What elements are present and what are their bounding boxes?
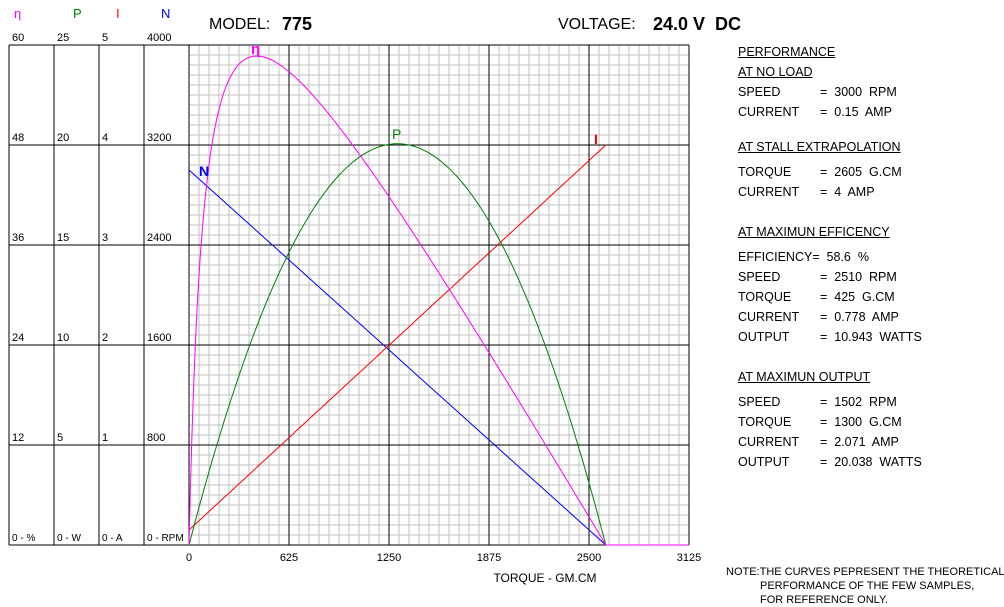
row-value: = 3000 RPM: [820, 85, 897, 99]
row-label: CURRENT: [738, 310, 800, 324]
max-eff-row: EFFICIENCY= 58.6 %: [738, 250, 869, 264]
model-label: MODEL:: [209, 16, 271, 33]
max-eff-row: OUTPUT = 10.943 WATTS: [738, 330, 922, 344]
axis-symbol: P: [73, 6, 82, 21]
no-load-heading: AT NO LOAD: [738, 65, 813, 79]
row-value: = 4 AMP: [820, 185, 875, 199]
axis-tick-label: 3: [102, 232, 108, 244]
stall-heading: AT STALL EXTRAPOLATION: [738, 140, 901, 154]
x-tick-label: 625: [280, 552, 298, 564]
axis-unit-label: 0 - %: [12, 533, 35, 544]
row-label: EFFICIENCY: [738, 250, 813, 264]
row-value: = 1300 G.CM: [820, 415, 902, 429]
axis-tick-label: 5: [102, 32, 108, 44]
axis-tick-label: 2400: [147, 232, 171, 244]
speed-curve-label: N: [199, 163, 209, 179]
max-out-row: TORQUE = 1300 G.CM: [738, 415, 902, 429]
stall-row: TORQUE = 2605 G.CM: [738, 165, 902, 179]
axis-tick-label: 36: [12, 232, 24, 244]
no-load-row: SPEED = 3000 RPM: [738, 85, 897, 99]
row-value: = 2605 G.CM: [820, 165, 902, 179]
row-value: = 425 G.CM: [820, 290, 895, 304]
axis-tick-label: 1: [102, 432, 108, 444]
row-label: SPEED: [738, 270, 781, 284]
note-line: PERFORMANCE OF THE FEW SAMPLES,: [760, 580, 975, 592]
row-value: = 58.6 %: [812, 250, 869, 264]
axis-tick-label: 12: [12, 432, 24, 444]
x-tick-label: 0: [186, 552, 192, 564]
x-axis-title: TORQUE - GM.CM: [493, 571, 596, 585]
speed-curve: [188, 169, 607, 546]
row-value: = 1502 RPM: [820, 395, 897, 409]
max-out-heading: AT MAXIMUN OUTPUT: [738, 370, 871, 384]
axis-tick-label: 20: [57, 132, 69, 144]
row-label: CURRENT: [738, 185, 800, 199]
row-label: CURRENT: [738, 105, 800, 119]
row-label: TORQUE: [738, 290, 792, 304]
max-out-row: CURRENT = 2.071 AMP: [738, 435, 899, 449]
axis-tick-label: 4000: [147, 32, 171, 44]
max-eff-heading: AT MAXIMUN EFFICENCY: [738, 225, 890, 239]
x-tick-label: 3125: [677, 552, 701, 564]
power-curve-label: P: [392, 126, 401, 142]
row-label: TORQUE: [738, 415, 792, 429]
axis-tick-label: 800: [147, 432, 165, 444]
row-value: = 20.038 WATTS: [820, 455, 922, 469]
model-value: 775: [282, 14, 313, 34]
row-value: = 0.15 AMP: [820, 105, 892, 119]
axis-tick-label: 3200: [147, 132, 171, 144]
row-label: TORQUE: [738, 165, 792, 179]
note-line: FOR REFERENCE ONLY.: [760, 594, 888, 606]
axis-unit-label: 0 - W: [57, 533, 81, 544]
efficiency-curve-label: η: [251, 41, 260, 58]
axis-tick-label: 48: [12, 132, 24, 144]
row-label: OUTPUT: [738, 455, 790, 469]
row-label: SPEED: [738, 395, 781, 409]
efficiency-curve: [188, 55, 689, 546]
reference-note: NOTE:THE CURVES PEPRESENT THE THEORETICA…: [726, 565, 1004, 607]
axis-tick-label: 1600: [147, 332, 171, 344]
voltage-value: 24.0 V DC: [653, 14, 742, 34]
axis-tick-label: 60: [12, 32, 24, 44]
axis-tick-label: 10: [57, 332, 69, 344]
axis-tick-label: 4: [102, 132, 108, 144]
row-label: OUTPUT: [738, 330, 790, 344]
axis-tick-label: 15: [57, 232, 69, 244]
axis-unit-label: 0 - A: [102, 533, 123, 544]
max-eff-row: SPEED = 2510 RPM: [738, 270, 897, 284]
row-value: = 10.943 WATTS: [820, 330, 922, 344]
axis-symbol: I: [116, 6, 120, 21]
row-value: = 2.071 AMP: [820, 435, 899, 449]
axis-symbol: η: [14, 6, 21, 21]
stall-row: CURRENT = 4 AMP: [738, 185, 875, 199]
x-tick-label: 1875: [477, 552, 501, 564]
voltage-label: VOLTAGE:: [558, 16, 636, 33]
max-out-row: OUTPUT = 20.038 WATTS: [738, 455, 922, 469]
axis-unit-label: 0 - RPM: [147, 533, 184, 544]
axis-tick-label: 24: [12, 332, 24, 344]
row-label: CURRENT: [738, 435, 800, 449]
axis-tick-label: 25: [57, 32, 69, 44]
x-tick-label: 1250: [377, 552, 401, 564]
axis-symbol: N: [161, 6, 170, 21]
current-curve-label: I: [594, 131, 598, 147]
note-line: NOTE:THE CURVES PEPRESENT THE THEORETICA…: [726, 566, 1004, 578]
performance-title: PERFORMANCE: [738, 45, 836, 59]
current-curve: [188, 144, 607, 531]
max-eff-row: TORQUE = 425 G.CM: [738, 290, 895, 304]
row-value: = 0.778 AMP: [820, 310, 899, 324]
row-label: SPEED: [738, 85, 781, 99]
max-out-row: SPEED = 1502 RPM: [738, 395, 897, 409]
power-curve: [188, 143, 607, 546]
max-eff-row: CURRENT = 0.778 AMP: [738, 310, 899, 324]
row-value: = 2510 RPM: [820, 270, 897, 284]
no-load-row: CURRENT = 0.15 AMP: [738, 105, 892, 119]
axis-tick-label: 2: [102, 332, 108, 344]
x-tick-label: 2500: [577, 552, 601, 564]
axis-tick-label: 5: [57, 432, 63, 444]
